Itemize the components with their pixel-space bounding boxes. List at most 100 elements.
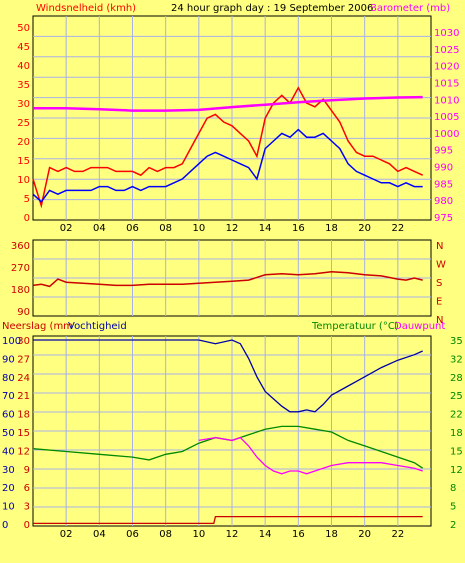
rain-tick-label: 3 [24, 502, 30, 513]
wind-tick-label: 40 [17, 61, 30, 72]
barometer-tick-label: 980 [434, 196, 453, 207]
climate-series [32, 339, 424, 525]
barometer-tick-label: 1010 [434, 95, 459, 106]
x-tick-label: 04 [93, 223, 106, 234]
compass-label: S [436, 278, 442, 289]
climate-panel-grid [33, 336, 431, 526]
temperature-tick-label: 25 [450, 391, 463, 402]
temperature-tick-label: 8 [450, 483, 456, 494]
rain-tick-label: 12 [17, 446, 30, 457]
barometer-tick-label: 990 [434, 163, 453, 174]
temperature-tick-label: 35 [450, 336, 463, 347]
rain-tick-label: 15 [17, 428, 30, 439]
wind-direction-line [32, 270, 423, 288]
rain-tick-label: 18 [17, 410, 30, 421]
temperature-tick-label: 12 [450, 465, 463, 476]
humidity-tick-label: 20 [2, 483, 15, 494]
compass-label: W [436, 260, 446, 271]
x-tick-label: 16 [292, 223, 305, 234]
rain-y-ticks: 0 3 6 9 12 15 18 21 24 27 30 [17, 336, 30, 531]
humidity-y-ticks: 0 10 20 30 40 50 60 70 80 90 100 [2, 336, 21, 531]
x-tick-label: 12 [226, 223, 239, 234]
barometer-line [33, 95, 423, 112]
temperature-tick-label: 15 [450, 446, 463, 457]
barometer-tick-label: 1020 [434, 62, 459, 73]
wind-speed-axis-label: Windsnelheid (kmh) [36, 3, 136, 14]
direction-y-ticks: 360 270 180 90 [11, 241, 30, 318]
climate-x-ticks: 02 04 06 08 10 12 14 16 18 20 22 [60, 529, 404, 540]
barometer-tick-label: 1030 [434, 28, 459, 39]
x-tick-label: 04 [93, 529, 106, 540]
x-tick-label: 02 [60, 529, 73, 540]
rain-tick-label: 30 [17, 336, 30, 347]
x-tick-label: 20 [358, 223, 371, 234]
humidity-tick-label: 90 [2, 354, 15, 365]
rain-tick-label: 27 [17, 354, 30, 365]
barometer-y-ticks: 975 980 985 990 995 1000 1005 1010 1015 1020 1025 1… [434, 28, 459, 224]
chart-title: 24 hour graph day : 19 September 2006 [171, 3, 373, 14]
dewpoint-line [198, 436, 423, 475]
barometer-tick-label: 1000 [434, 129, 459, 140]
temperature-tick-label: 32 [450, 354, 463, 365]
temperature-tick-label: 2 [450, 520, 456, 531]
wind-average-line [32, 128, 423, 203]
x-tick-label: 02 [60, 223, 73, 234]
barometer-tick-label: 985 [434, 179, 453, 190]
x-tick-label: 08 [159, 529, 172, 540]
rain-tick-label: 0 [24, 520, 30, 531]
humidity-line [33, 339, 423, 413]
rain-tick-label: 24 [17, 373, 30, 384]
humidity-tick-label: 30 [2, 465, 15, 476]
direction-tick-label: 360 [11, 241, 30, 252]
x-tick-label: 06 [126, 529, 139, 540]
direction-tick-label: 90 [17, 307, 30, 318]
wind-tick-label: 30 [17, 99, 30, 110]
x-tick-label: 06 [126, 223, 139, 234]
x-tick-label: 18 [325, 529, 338, 540]
wind-tick-label: 20 [17, 137, 30, 148]
wind-panel-grid [33, 16, 431, 220]
humidity-axis-label: Vochtigheid [68, 321, 127, 332]
temperature-tick-label: 28 [450, 373, 463, 384]
x-tick-label: 22 [391, 223, 404, 234]
x-tick-label: 08 [159, 223, 172, 234]
direction-series [32, 270, 423, 288]
wind-x-ticks: 02 04 06 08 10 12 14 16 18 20 22 [60, 223, 404, 234]
x-tick-label: 10 [192, 529, 205, 540]
wind-tick-label: 10 [17, 175, 30, 186]
wind-tick-label: 45 [17, 42, 30, 53]
humidity-tick-label: 70 [2, 391, 15, 402]
rain-tick-label: 9 [24, 465, 30, 476]
rain-tick-label: 21 [17, 391, 30, 402]
compass-label: N [436, 241, 443, 252]
barometer-tick-label: 1025 [434, 45, 459, 56]
wind-series [32, 86, 424, 209]
direction-tick-label: 270 [11, 263, 30, 274]
wind-tick-label: 15 [17, 156, 30, 167]
wind-tick-label: 35 [17, 80, 30, 91]
x-tick-label: 16 [292, 529, 305, 540]
dewpoint-axis-label: Dauwpunt [394, 321, 445, 332]
x-tick-label: 22 [391, 529, 404, 540]
x-tick-label: 12 [226, 529, 239, 540]
barometer-tick-label: 995 [434, 146, 453, 157]
x-tick-label: 14 [259, 529, 272, 540]
humidity-tick-label: 40 [2, 446, 15, 457]
x-tick-label: 20 [358, 529, 371, 540]
barometer-tick-label: 975 [434, 213, 453, 224]
temperature-tick-label: 18 [450, 428, 463, 439]
x-tick-label: 14 [259, 223, 272, 234]
rain-axis-label: Neerslag (mm [2, 321, 73, 332]
wind-tick-label: 0 [24, 213, 30, 224]
compass-label: N [436, 315, 443, 326]
barometer-tick-label: 1015 [434, 78, 459, 89]
wind-tick-label: 50 [17, 23, 30, 34]
humidity-tick-label: 100 [2, 336, 21, 347]
barometer-tick-label: 1005 [434, 112, 459, 123]
wind-gust-line [32, 86, 424, 209]
humidity-tick-label: 50 [2, 428, 15, 439]
rain-tick-label: 6 [24, 483, 30, 494]
